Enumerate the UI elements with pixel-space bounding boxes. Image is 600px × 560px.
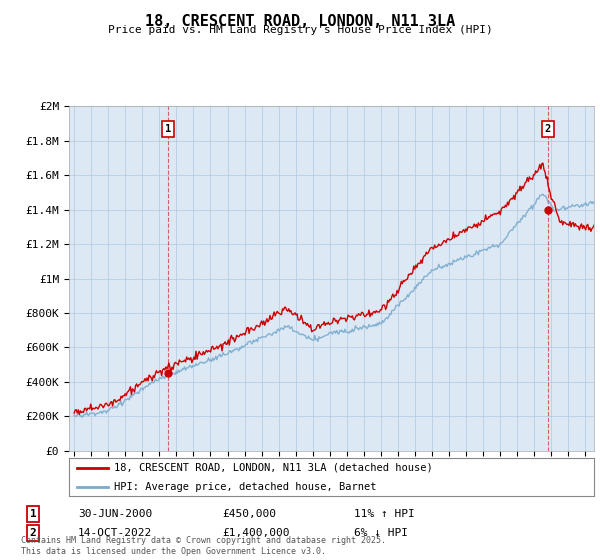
Text: 1: 1 bbox=[165, 124, 171, 134]
Text: 2: 2 bbox=[545, 124, 551, 134]
Text: 11% ↑ HPI: 11% ↑ HPI bbox=[354, 509, 415, 519]
Text: £1,400,000: £1,400,000 bbox=[222, 528, 290, 538]
Text: 2: 2 bbox=[29, 528, 37, 538]
Text: HPI: Average price, detached house, Barnet: HPI: Average price, detached house, Barn… bbox=[113, 482, 376, 492]
Text: 14-OCT-2022: 14-OCT-2022 bbox=[78, 528, 152, 538]
Text: 18, CRESCENT ROAD, LONDON, N11 3LA (detached house): 18, CRESCENT ROAD, LONDON, N11 3LA (deta… bbox=[113, 463, 433, 473]
Text: Price paid vs. HM Land Registry's House Price Index (HPI): Price paid vs. HM Land Registry's House … bbox=[107, 25, 493, 35]
Text: £450,000: £450,000 bbox=[222, 509, 276, 519]
Text: 18, CRESCENT ROAD, LONDON, N11 3LA: 18, CRESCENT ROAD, LONDON, N11 3LA bbox=[145, 14, 455, 29]
Text: Contains HM Land Registry data © Crown copyright and database right 2025.
This d: Contains HM Land Registry data © Crown c… bbox=[21, 536, 386, 556]
Text: 6% ↓ HPI: 6% ↓ HPI bbox=[354, 528, 408, 538]
Text: 1: 1 bbox=[29, 509, 37, 519]
Text: 30-JUN-2000: 30-JUN-2000 bbox=[78, 509, 152, 519]
